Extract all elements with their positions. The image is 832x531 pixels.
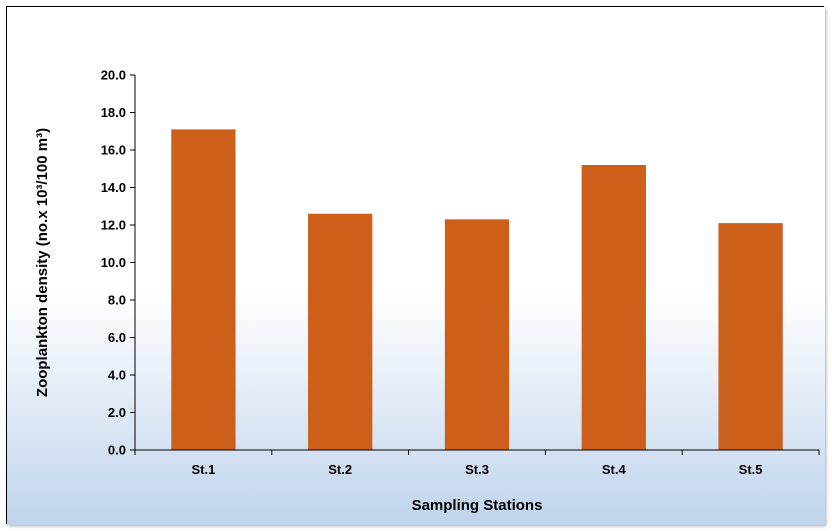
x-axis-ticks: St.1 St.2 St.3 St.4 St.5: [134, 450, 820, 477]
y-axis-title: Zooplankton density (no.x 10³/100 m³): [34, 128, 51, 397]
y-tick-label: 6.0: [108, 330, 126, 345]
chart-background: [7, 7, 825, 525]
y-tick-label: 18.0: [101, 105, 126, 120]
x-axis-title: Sampling Stations: [412, 497, 543, 514]
bar-st-1: [171, 129, 236, 450]
y-tick-label: 2.0: [108, 405, 126, 420]
y-axis-ticks: 0.0 2.0 4.0 6.0 8.0 10.0 12.0 14.0 16.0 18.0 20.0: [101, 68, 135, 458]
y-tick-label: 14.0: [101, 180, 126, 195]
y-tick-label: 20.0: [101, 68, 126, 83]
bar-chart: 0.02.04.06.08.010.012.014.016.018.020.0 …: [7, 7, 825, 525]
y-tick-label: 8.0: [108, 293, 126, 308]
y-tick-label: 0.0: [108, 443, 126, 458]
bar-st-5: [718, 223, 783, 450]
y-tick-label: 16.0: [101, 143, 126, 158]
chart-frame: 0.0 2.0 4.0 6.0 8.0 10.0 12.0 14.0 16.0 18.0 20.0 …: [6, 6, 825, 525]
bar-st-4: [581, 165, 646, 450]
bars: [171, 129, 783, 450]
x-tick-label: St.5: [739, 462, 763, 477]
x-tick-label: St.1: [191, 462, 215, 477]
y-tick-label: 4.0: [108, 368, 126, 383]
x-tick-label: St.2: [328, 462, 352, 477]
y-tick-label: 10.0: [101, 255, 126, 270]
bar-st-2: [308, 213, 373, 450]
y-tick-label: 12.0: [101, 218, 126, 233]
x-tick-label: St.4: [602, 462, 627, 477]
x-tick-label: St.3: [465, 462, 489, 477]
bar-st-3: [444, 219, 510, 450]
